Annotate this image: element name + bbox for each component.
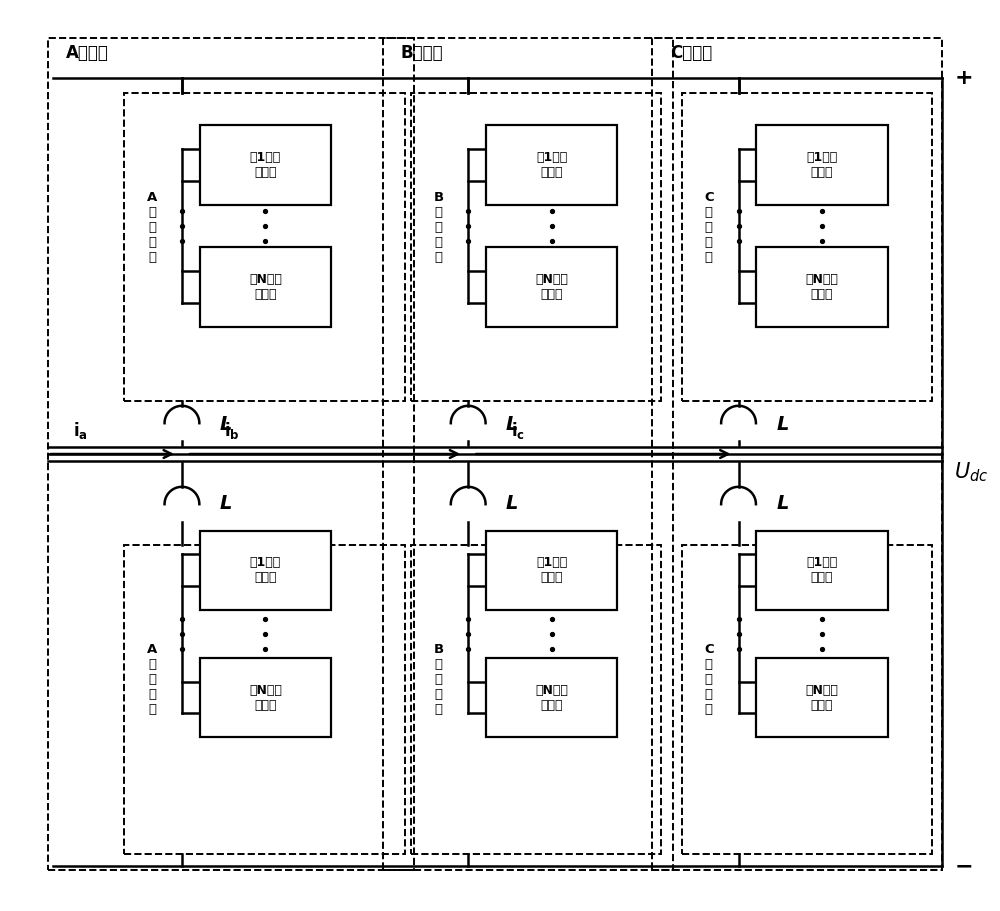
Bar xyxy=(486,125,617,205)
Text: A
相
上
桥
臂: A 相 上 桥 臂 xyxy=(147,191,157,264)
Bar xyxy=(200,658,331,737)
Text: 第1个功
率模块: 第1个功 率模块 xyxy=(536,557,567,584)
Text: C
相
上
桥
臂: C 相 上 桥 臂 xyxy=(704,191,714,264)
Text: 第N个功
率模块: 第N个功 率模块 xyxy=(535,273,568,301)
Text: B
相
下
桥
臂: B 相 下 桥 臂 xyxy=(433,643,443,716)
Text: 第N个功
率模块: 第N个功 率模块 xyxy=(249,683,282,711)
Text: A相桥臂: A相桥臂 xyxy=(66,45,109,63)
Bar xyxy=(124,93,405,402)
Text: 第1个功
率模块: 第1个功 率模块 xyxy=(806,557,838,584)
Text: L: L xyxy=(506,415,518,434)
Text: C相桥臂: C相桥臂 xyxy=(670,45,712,63)
Text: 第N个功
率模块: 第N个功 率模块 xyxy=(806,273,838,301)
Bar xyxy=(200,247,331,327)
Text: L: L xyxy=(506,494,518,513)
Text: L: L xyxy=(220,494,232,513)
Bar xyxy=(200,125,331,205)
Bar xyxy=(756,125,888,205)
Text: 第1个功
率模块: 第1个功 率模块 xyxy=(250,151,281,179)
Bar xyxy=(756,247,888,327)
Text: L: L xyxy=(776,415,789,434)
Bar xyxy=(756,658,888,737)
Text: $U_{dc}$: $U_{dc}$ xyxy=(954,461,989,484)
Bar xyxy=(682,546,932,854)
Text: 第N个功
率模块: 第N个功 率模块 xyxy=(249,273,282,301)
Bar xyxy=(652,37,942,870)
Text: 第1个功
率模块: 第1个功 率模块 xyxy=(806,151,838,179)
Bar xyxy=(411,546,661,854)
Text: C
相
下
桥
臂: C 相 下 桥 臂 xyxy=(704,643,714,716)
Text: L: L xyxy=(776,494,789,513)
Bar xyxy=(486,658,617,737)
Bar xyxy=(48,37,414,870)
Bar xyxy=(756,530,888,610)
Text: $\mathbf{i_c}$: $\mathbf{i_c}$ xyxy=(511,420,525,441)
Text: 第1个功
率模块: 第1个功 率模块 xyxy=(536,151,567,179)
Bar xyxy=(682,93,932,402)
Bar xyxy=(411,93,661,402)
Bar xyxy=(486,247,617,327)
Bar xyxy=(124,546,405,854)
Text: A
相
下
桥
臂: A 相 下 桥 臂 xyxy=(147,643,157,716)
Text: −: − xyxy=(954,856,973,876)
Text: B
相
上
桥
臂: B 相 上 桥 臂 xyxy=(433,191,443,264)
Text: L: L xyxy=(220,415,232,434)
Bar xyxy=(486,530,617,610)
Bar xyxy=(200,530,331,610)
Text: 第1个功
率模块: 第1个功 率模块 xyxy=(250,557,281,584)
Text: 第N个功
率模块: 第N个功 率模块 xyxy=(806,683,838,711)
Text: +: + xyxy=(954,68,973,88)
Text: $\mathbf{i_b}$: $\mathbf{i_b}$ xyxy=(224,420,240,441)
Bar xyxy=(383,37,673,870)
Text: 第N个功
率模块: 第N个功 率模块 xyxy=(535,683,568,711)
Text: B相桥臂: B相桥臂 xyxy=(401,45,443,63)
Text: $\mathbf{i_a}$: $\mathbf{i_a}$ xyxy=(73,420,88,441)
